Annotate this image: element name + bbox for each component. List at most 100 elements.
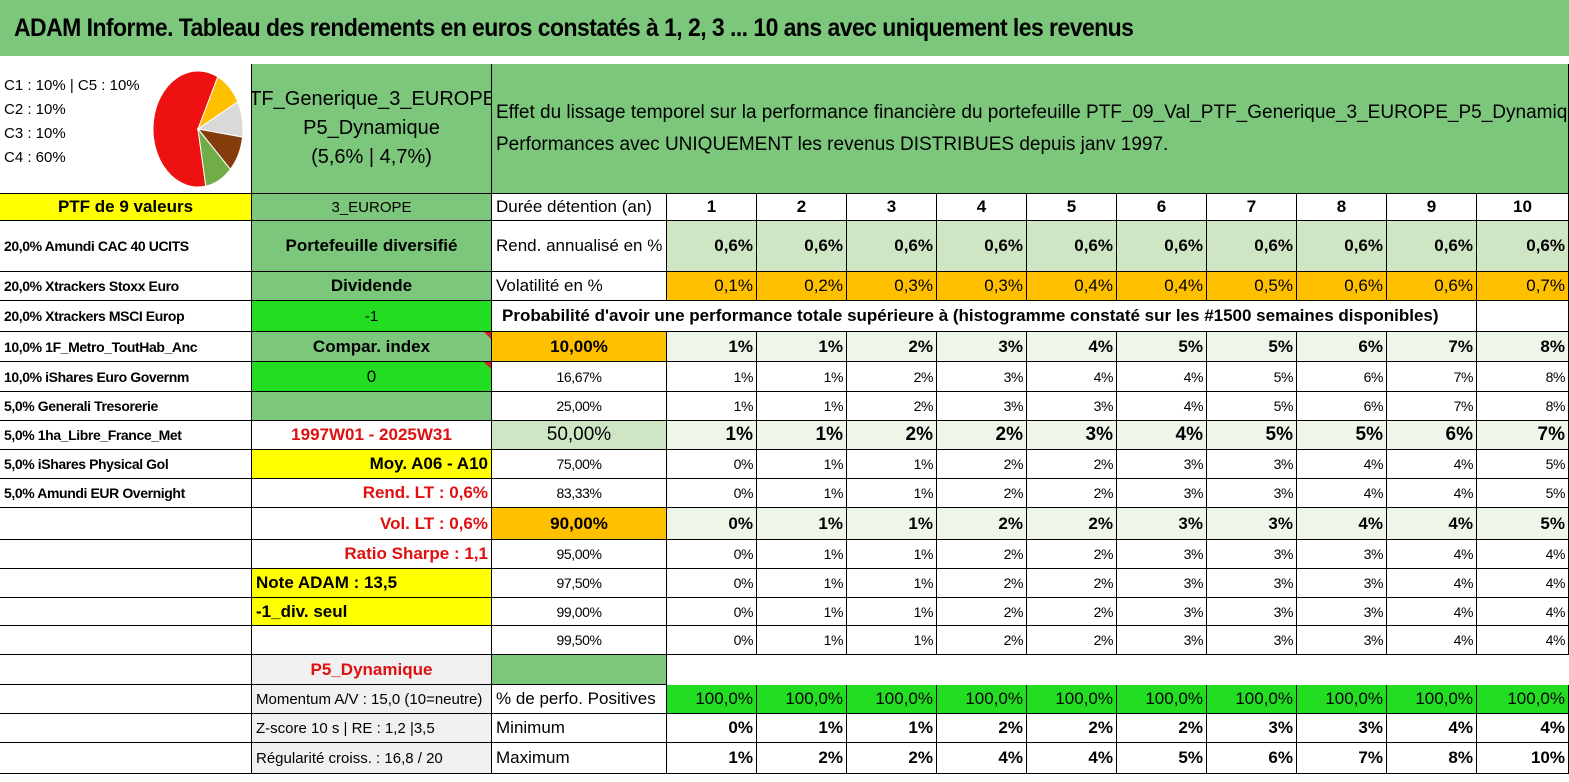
duration-label: Durée détention (an) [492,194,667,221]
probability-value: 4% [1387,540,1477,569]
probability-value: 2% [847,332,937,362]
positive-perf-label: % de perfo. Positives [492,685,667,714]
probability-value: 3% [1297,540,1387,569]
probability-value: 2% [1027,626,1117,655]
probability-value: 5% [1207,362,1297,392]
probability-value: 7% [1387,362,1477,392]
probability-value: 3% [1207,569,1297,598]
probability-value: 3% [1117,540,1207,569]
probability-threshold: 10,00% [492,332,667,362]
legend-line: C4 : 60% [4,149,66,166]
year-header: 6 [1117,194,1207,221]
probability-value: 5% [1207,421,1297,450]
probability-value: 1% [757,508,847,540]
probability-value: 0% [667,598,757,626]
probability-value: 1% [847,479,937,508]
volatility-value: 0,6% [1387,272,1477,301]
probability-value: 3% [937,392,1027,421]
probability-value: 5% [1477,479,1569,508]
probability-value: 3% [1117,508,1207,540]
probability-value: 3% [1117,450,1207,479]
positive-perf-value: 100,0% [1297,685,1387,714]
probability-value: 4% [1387,508,1477,540]
empty-cell [0,743,252,774]
description-line: Performances avec UNIQUEMENT les revenus… [496,133,1169,155]
probability-value: 1% [847,626,937,655]
empty-cell [252,392,492,421]
legend-line: C2 : 10% [4,101,66,118]
probability-value: 1% [757,626,847,655]
probability-value: 4% [1387,450,1477,479]
holding-row: 20,0% Amundi CAC 40 UCITS [0,221,252,272]
probability-value: 1% [847,569,937,598]
report-title: ADAM Informe. Tableau des rendements en … [14,14,1134,42]
probability-value: 7% [1387,332,1477,362]
probability-value: 1% [757,450,847,479]
positive-perf-value: 100,0% [847,685,937,714]
diversified-label: Portefeuille diversifié [252,221,492,272]
pie-slice-c3 [197,127,232,187]
probability-value: 2% [1027,450,1117,479]
portfolio-name-line: P5_Dynamique [303,117,440,139]
probability-value: 5% [1297,421,1387,450]
probability-value: 3% [1207,479,1297,508]
probability-value: 5% [1207,392,1297,421]
minimum-value: 1% [757,714,847,743]
volatility-value: 0,5% [1207,272,1297,301]
probability-value: 4% [1117,421,1207,450]
probability-value: 1% [757,421,847,450]
adam-score: Note ADAM : 13,5 [252,569,492,598]
probability-value: 1% [757,598,847,626]
probability-value: 7% [1477,421,1569,450]
volatility-value: 0,6% [1297,272,1387,301]
probability-value: 1% [847,540,937,569]
sharpe-ratio: Ratio Sharpe : 1,1 [252,540,492,569]
probability-value: 4% [1117,392,1207,421]
probability-value: 2% [937,450,1027,479]
positive-perf-value: 100,0% [757,685,847,714]
year-header: 5 [1027,194,1117,221]
maximum-value: 4% [937,743,1027,774]
long-term-volatility: Vol. LT : 0,6% [252,508,492,540]
minimum-value: 4% [1477,714,1569,743]
probability-value: 3% [1297,569,1387,598]
probability-value: 2% [847,421,937,450]
probability-value: 8% [1477,332,1569,362]
probability-title: Probabilité d'avoir une performance tota… [492,301,1477,332]
probability-value: 4% [1477,540,1569,569]
probability-value: 6% [1297,362,1387,392]
probability-value: 2% [1027,479,1117,508]
probability-threshold: 90,00% [492,508,667,540]
volatility-value: 0,4% [1027,272,1117,301]
probability-value: 5% [1477,450,1569,479]
compar-index-value: 0 [252,362,492,392]
probability-value: 4% [1477,569,1569,598]
probability-value: 8% [1477,392,1569,421]
probability-value: 2% [937,569,1027,598]
year-header: 8 [1297,194,1387,221]
description-line: Effet du lissage temporel sur la perform… [496,101,1569,123]
momentum-indicator: Momentum A/V : 15,0 (10=neutre) [252,685,492,714]
positive-perf-value: 100,0% [1387,685,1477,714]
positive-perf-value: 100,0% [1117,685,1207,714]
maximum-value: 7% [1297,743,1387,774]
maximum-value: 2% [847,743,937,774]
allocation-cell: C1 : 10% | C5 : 10% C2 : 10% C3 : 10% C4… [0,64,252,194]
empty-cell [492,655,667,685]
probability-value: 1% [667,421,757,450]
empty-cell [0,714,252,743]
probability-value: 3% [1207,450,1297,479]
zone-label: 3_EUROPE [252,194,492,221]
probability-value: 0% [667,626,757,655]
probability-value: 3% [1297,626,1387,655]
empty-cell [0,685,252,714]
positive-perf-value: 100,0% [1207,685,1297,714]
probability-value: 3% [1027,392,1117,421]
holding-row: 5,0% iShares Physical Gol [0,450,252,479]
volatility-value: 0,1% [667,272,757,301]
long-term-return: Rend. LT : 0,6% [252,479,492,508]
maximum-value: 10% [1477,743,1569,774]
probability-threshold: 25,00% [492,392,667,421]
regularity-score: Régularité croiss. : 16,8 / 20 [252,743,492,774]
